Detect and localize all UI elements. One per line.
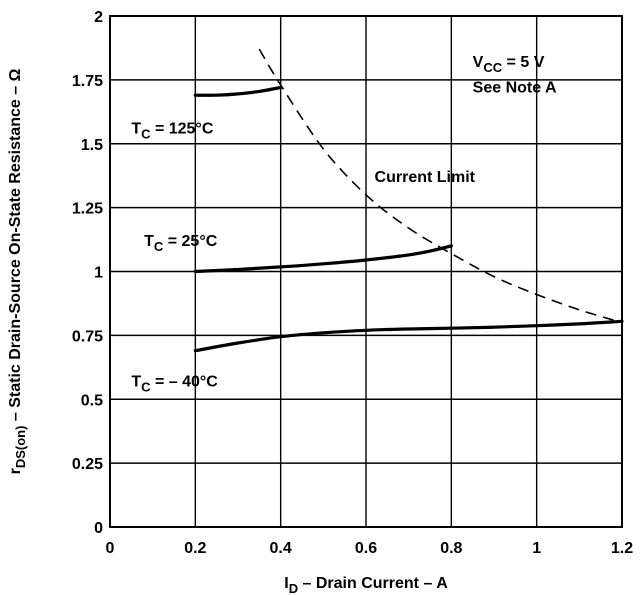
y-axis-label: rDS(on) – Static Drain-Source On-State R…: [7, 68, 28, 474]
x-tick-label: 1: [532, 540, 541, 557]
series-line-0: [193, 85, 283, 97]
series-label-0-main: T: [131, 121, 141, 138]
series-label-3-main: Current Limit: [375, 169, 476, 186]
series-label-2-rest: = – 40°C: [151, 373, 219, 390]
tick-labels: 0 0.2 0.4 0.6 0.8 1 1.2 0 0.25 0.5 0.75 1 1.25 1.5 1.7…: [72, 9, 633, 557]
y-tick-label: 2: [94, 9, 103, 26]
y-tick-label: 1: [94, 265, 103, 282]
y-tick-label: 1.5: [81, 137, 103, 154]
series-label-1: TC = 25°C: [144, 233, 218, 254]
series-layer: [193, 48, 624, 353]
y-axis-label-sub: DS(on): [13, 426, 28, 469]
y-tick-label: 0.25: [72, 456, 103, 473]
x-tick-label: 1.2: [611, 540, 633, 557]
x-axis-label: ID – Drain Current – A: [284, 575, 448, 595]
annotation-1: See Note A: [473, 80, 557, 97]
y-axis-label-rest: – Static Drain-Source On-State Resistanc…: [7, 68, 24, 425]
y-tick-label: 1.25: [72, 201, 103, 218]
y-tick-label: 0.75: [72, 328, 103, 345]
series-line-3: [258, 48, 623, 324]
series-label-1-rest: = 25°C: [163, 233, 217, 250]
annotations: VCC = 5 V See Note A: [473, 54, 557, 97]
x-tick-label: 0.6: [355, 540, 377, 557]
y-tick-label: 0: [94, 520, 103, 537]
series-label-2: TC = – 40°C: [131, 373, 218, 394]
annotation-0-sub: CC: [483, 60, 502, 75]
x-axis-label-sub: D: [289, 581, 298, 595]
series-label-0: TC = 125°C: [131, 121, 214, 142]
x-axis-label-rest: – Drain Current – A: [298, 575, 448, 592]
series-line-2: [193, 319, 624, 353]
series-label-2-sub: C: [141, 379, 151, 394]
x-tick-label: 0.4: [270, 540, 292, 557]
annotation-1-main: See Note A: [473, 80, 557, 97]
annotation-0-main: V: [473, 54, 484, 71]
x-tick-label: 0: [106, 540, 115, 557]
series-label-0-rest: = 125°C: [151, 121, 214, 138]
x-axis-label-main: I: [284, 575, 288, 592]
plot-frame: [109, 15, 623, 528]
y-axis-label-main: r: [7, 468, 24, 474]
series-label-2-main: T: [131, 373, 141, 390]
series-label-1-sub: C: [154, 239, 164, 254]
x-tick-label: 0.8: [440, 540, 462, 557]
annotation-0: VCC = 5 V: [473, 54, 545, 75]
series-label-0-sub: C: [141, 127, 151, 142]
annotation-0-rest: = 5 V: [502, 54, 545, 71]
y-tick-label: 0.5: [81, 392, 103, 409]
x-tick-label: 0.2: [184, 540, 206, 557]
y-tick-label: 1.75: [72, 73, 103, 90]
series-label-3: Current Limit: [375, 169, 476, 186]
series-line-1: [193, 244, 453, 274]
grid-lines: [110, 16, 622, 527]
series-label-1-main: T: [144, 233, 154, 250]
